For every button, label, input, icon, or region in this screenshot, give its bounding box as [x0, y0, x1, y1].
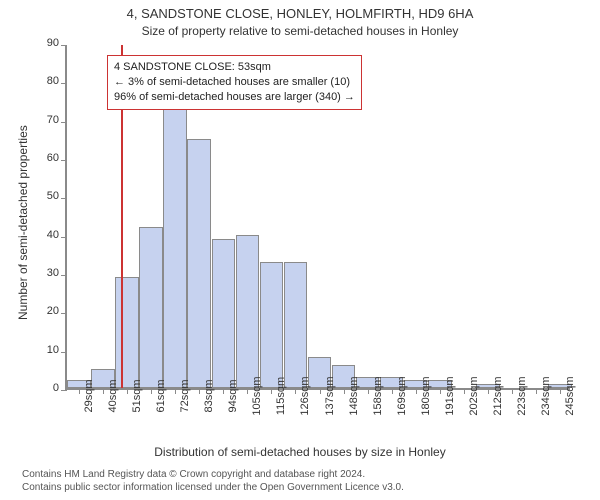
xtick-label: 51sqm: [131, 379, 143, 412]
ytick-mark: [61, 45, 67, 46]
xtick-mark: [368, 388, 369, 394]
ytick-label: 90: [47, 37, 59, 49]
property-size-chart: 4, SANDSTONE CLOSE, HONLEY, HOLMFIRTH, H…: [0, 0, 600, 500]
xtick-mark: [512, 388, 513, 394]
xtick-mark: [536, 388, 537, 394]
xtick-mark: [560, 388, 561, 394]
xtick-label: 158sqm: [372, 376, 384, 415]
histogram-bar: [260, 262, 284, 389]
xtick-mark: [344, 388, 345, 394]
histogram-bar: [236, 235, 260, 388]
histogram-bar: [284, 262, 308, 389]
xtick-mark: [295, 388, 296, 394]
ytick-mark: [61, 83, 67, 84]
xtick-label: 169sqm: [396, 376, 408, 415]
xtick-mark: [103, 388, 104, 394]
xtick-mark: [392, 388, 393, 394]
xtick-mark: [320, 388, 321, 394]
ytick-label: 80: [47, 75, 59, 87]
annotation-line: 96% of semi-detached houses are larger (…: [114, 90, 355, 105]
x-axis-label: Distribution of semi-detached houses by …: [0, 445, 600, 459]
xtick-label: 137sqm: [324, 376, 336, 415]
attribution-footer: Contains HM Land Registry data © Crown c…: [22, 468, 600, 494]
ytick-mark: [61, 313, 67, 314]
footer-line-1: Contains HM Land Registry data © Crown c…: [22, 468, 600, 481]
xtick-label: 61sqm: [155, 379, 167, 412]
ytick-label: 40: [47, 229, 59, 241]
annotation-box: 4 SANDSTONE CLOSE: 53sqm← 3% of semi-det…: [107, 55, 362, 110]
footer-line-2: Contains public sector information licen…: [22, 481, 600, 494]
ytick-label: 70: [47, 114, 59, 126]
xtick-mark: [271, 388, 272, 394]
ytick-mark: [61, 275, 67, 276]
ytick-label: 0: [53, 382, 59, 394]
annotation-line: ← 3% of semi-detached houses are smaller…: [114, 75, 355, 90]
xtick-label: 202sqm: [468, 376, 480, 415]
xtick-label: 29sqm: [83, 379, 95, 412]
xtick-label: 115sqm: [275, 377, 287, 415]
xtick-label: 83sqm: [203, 379, 215, 412]
xtick-label: 212sqm: [492, 376, 504, 415]
xtick-mark: [127, 388, 128, 394]
xtick-mark: [416, 388, 417, 394]
xtick-mark: [223, 388, 224, 394]
xtick-mark: [151, 388, 152, 394]
xtick-label: 180sqm: [420, 376, 432, 415]
xtick-label: 234sqm: [540, 376, 552, 415]
xtick-label: 223sqm: [516, 376, 528, 415]
xtick-mark: [79, 388, 80, 394]
xtick-label: 72sqm: [179, 379, 191, 412]
histogram-bar: [187, 139, 211, 388]
xtick-mark: [199, 388, 200, 394]
ytick-label: 50: [47, 190, 59, 202]
xtick-label: 126sqm: [299, 376, 311, 415]
chart-subtitle: Size of property relative to semi-detach…: [0, 24, 600, 38]
xtick-label: 245sqm: [564, 376, 576, 415]
xtick-label: 148sqm: [348, 376, 360, 415]
ytick-mark: [61, 160, 67, 161]
ytick-label: 10: [47, 344, 59, 356]
xtick-label: 40sqm: [107, 379, 119, 412]
ytick-mark: [61, 352, 67, 353]
ytick-label: 20: [47, 305, 59, 317]
histogram-bar: [212, 239, 236, 389]
histogram-bar: [115, 277, 139, 388]
chart-title: 4, SANDSTONE CLOSE, HONLEY, HOLMFIRTH, H…: [0, 6, 600, 21]
histogram-bar: [139, 227, 163, 388]
xtick-mark: [464, 388, 465, 394]
xtick-label: 94sqm: [227, 379, 239, 412]
xtick-label: 191sqm: [444, 376, 456, 415]
ytick-mark: [61, 390, 67, 391]
plot-area: 010203040506070809029sqm40sqm51sqm61sqm7…: [65, 45, 570, 390]
ytick-mark: [61, 198, 67, 199]
ytick-mark: [61, 122, 67, 123]
ytick-label: 30: [47, 267, 59, 279]
xtick-label: 105sqm: [251, 376, 263, 415]
ytick-mark: [61, 237, 67, 238]
annotation-line: 4 SANDSTONE CLOSE: 53sqm: [114, 60, 355, 75]
xtick-mark: [247, 388, 248, 394]
histogram-bar: [163, 101, 187, 389]
xtick-mark: [488, 388, 489, 394]
xtick-mark: [175, 388, 176, 394]
y-axis-label: Number of semi-detached properties: [16, 125, 30, 320]
ytick-label: 60: [47, 152, 59, 164]
xtick-mark: [440, 388, 441, 394]
